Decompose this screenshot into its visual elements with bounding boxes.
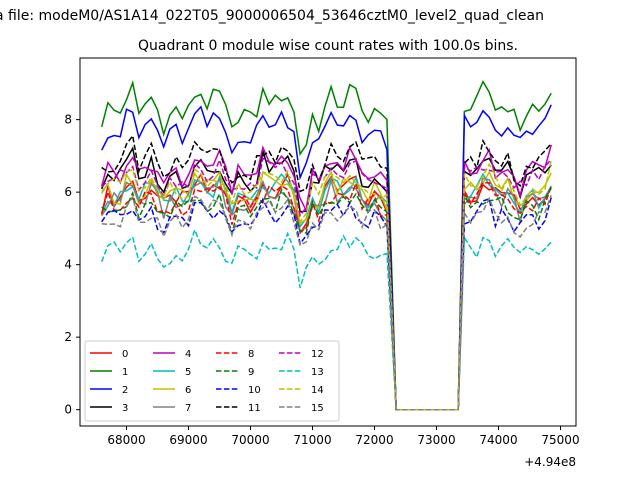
x-tick-label: 73000: [417, 433, 455, 447]
y-tick-label: 2: [64, 330, 72, 344]
series-line-9: [101, 186, 552, 411]
legend-label-10: 10: [248, 385, 261, 396]
legend-label-12: 12: [311, 349, 324, 360]
chart-title: Quadrant 0 module wise count rates with …: [138, 38, 518, 54]
y-tick-label: 8: [64, 113, 72, 127]
x-tick-label: 68000: [107, 433, 145, 447]
legend-label-7: 7: [185, 403, 191, 414]
x-tick-label: 70000: [231, 433, 269, 447]
legend-label-4: 4: [185, 349, 191, 360]
x-tick-label: 72000: [355, 433, 393, 447]
x-tick-label: 71000: [293, 433, 331, 447]
legend-label-13: 13: [311, 367, 324, 378]
legend-label-1: 1: [122, 367, 128, 378]
y-tick-label: 4: [64, 258, 72, 272]
legend-label-0: 0: [122, 349, 128, 360]
series-line-14: [101, 160, 552, 411]
legend-label-6: 6: [185, 385, 191, 396]
plot-lines: [100, 79, 552, 411]
series-line-2: [101, 104, 552, 411]
y-tick-label: 0: [64, 403, 72, 417]
legend-label-3: 3: [122, 403, 128, 414]
x-tick-label: 74000: [479, 433, 517, 447]
legend-label-11: 11: [248, 403, 261, 414]
series-line-6: [101, 170, 552, 411]
legend-label-8: 8: [248, 349, 254, 360]
y-tick-label: 6: [64, 185, 72, 199]
series-line-15: [101, 194, 552, 411]
legend-label-2: 2: [122, 385, 128, 396]
legend-label-9: 9: [248, 367, 254, 378]
axis-offset-label: +4.94e8: [524, 455, 576, 469]
legend-label-15: 15: [311, 403, 324, 414]
x-tick-label: 75000: [541, 433, 579, 447]
series-line-13: [100, 227, 552, 411]
legend-label-14: 14: [311, 385, 324, 396]
axes: 68000 69000 70000 71000 72000 73000 74000 75000…: [64, 113, 579, 447]
legend-frame: [84, 340, 340, 422]
plot-frame: [79, 57, 577, 427]
series-line-1: [100, 79, 552, 411]
figure-suptitle: a file: modeM0/AS1A14_022T05_9000006504_…: [0, 8, 544, 24]
x-tick-label: 69000: [169, 433, 207, 447]
legend-label-5: 5: [185, 367, 191, 378]
